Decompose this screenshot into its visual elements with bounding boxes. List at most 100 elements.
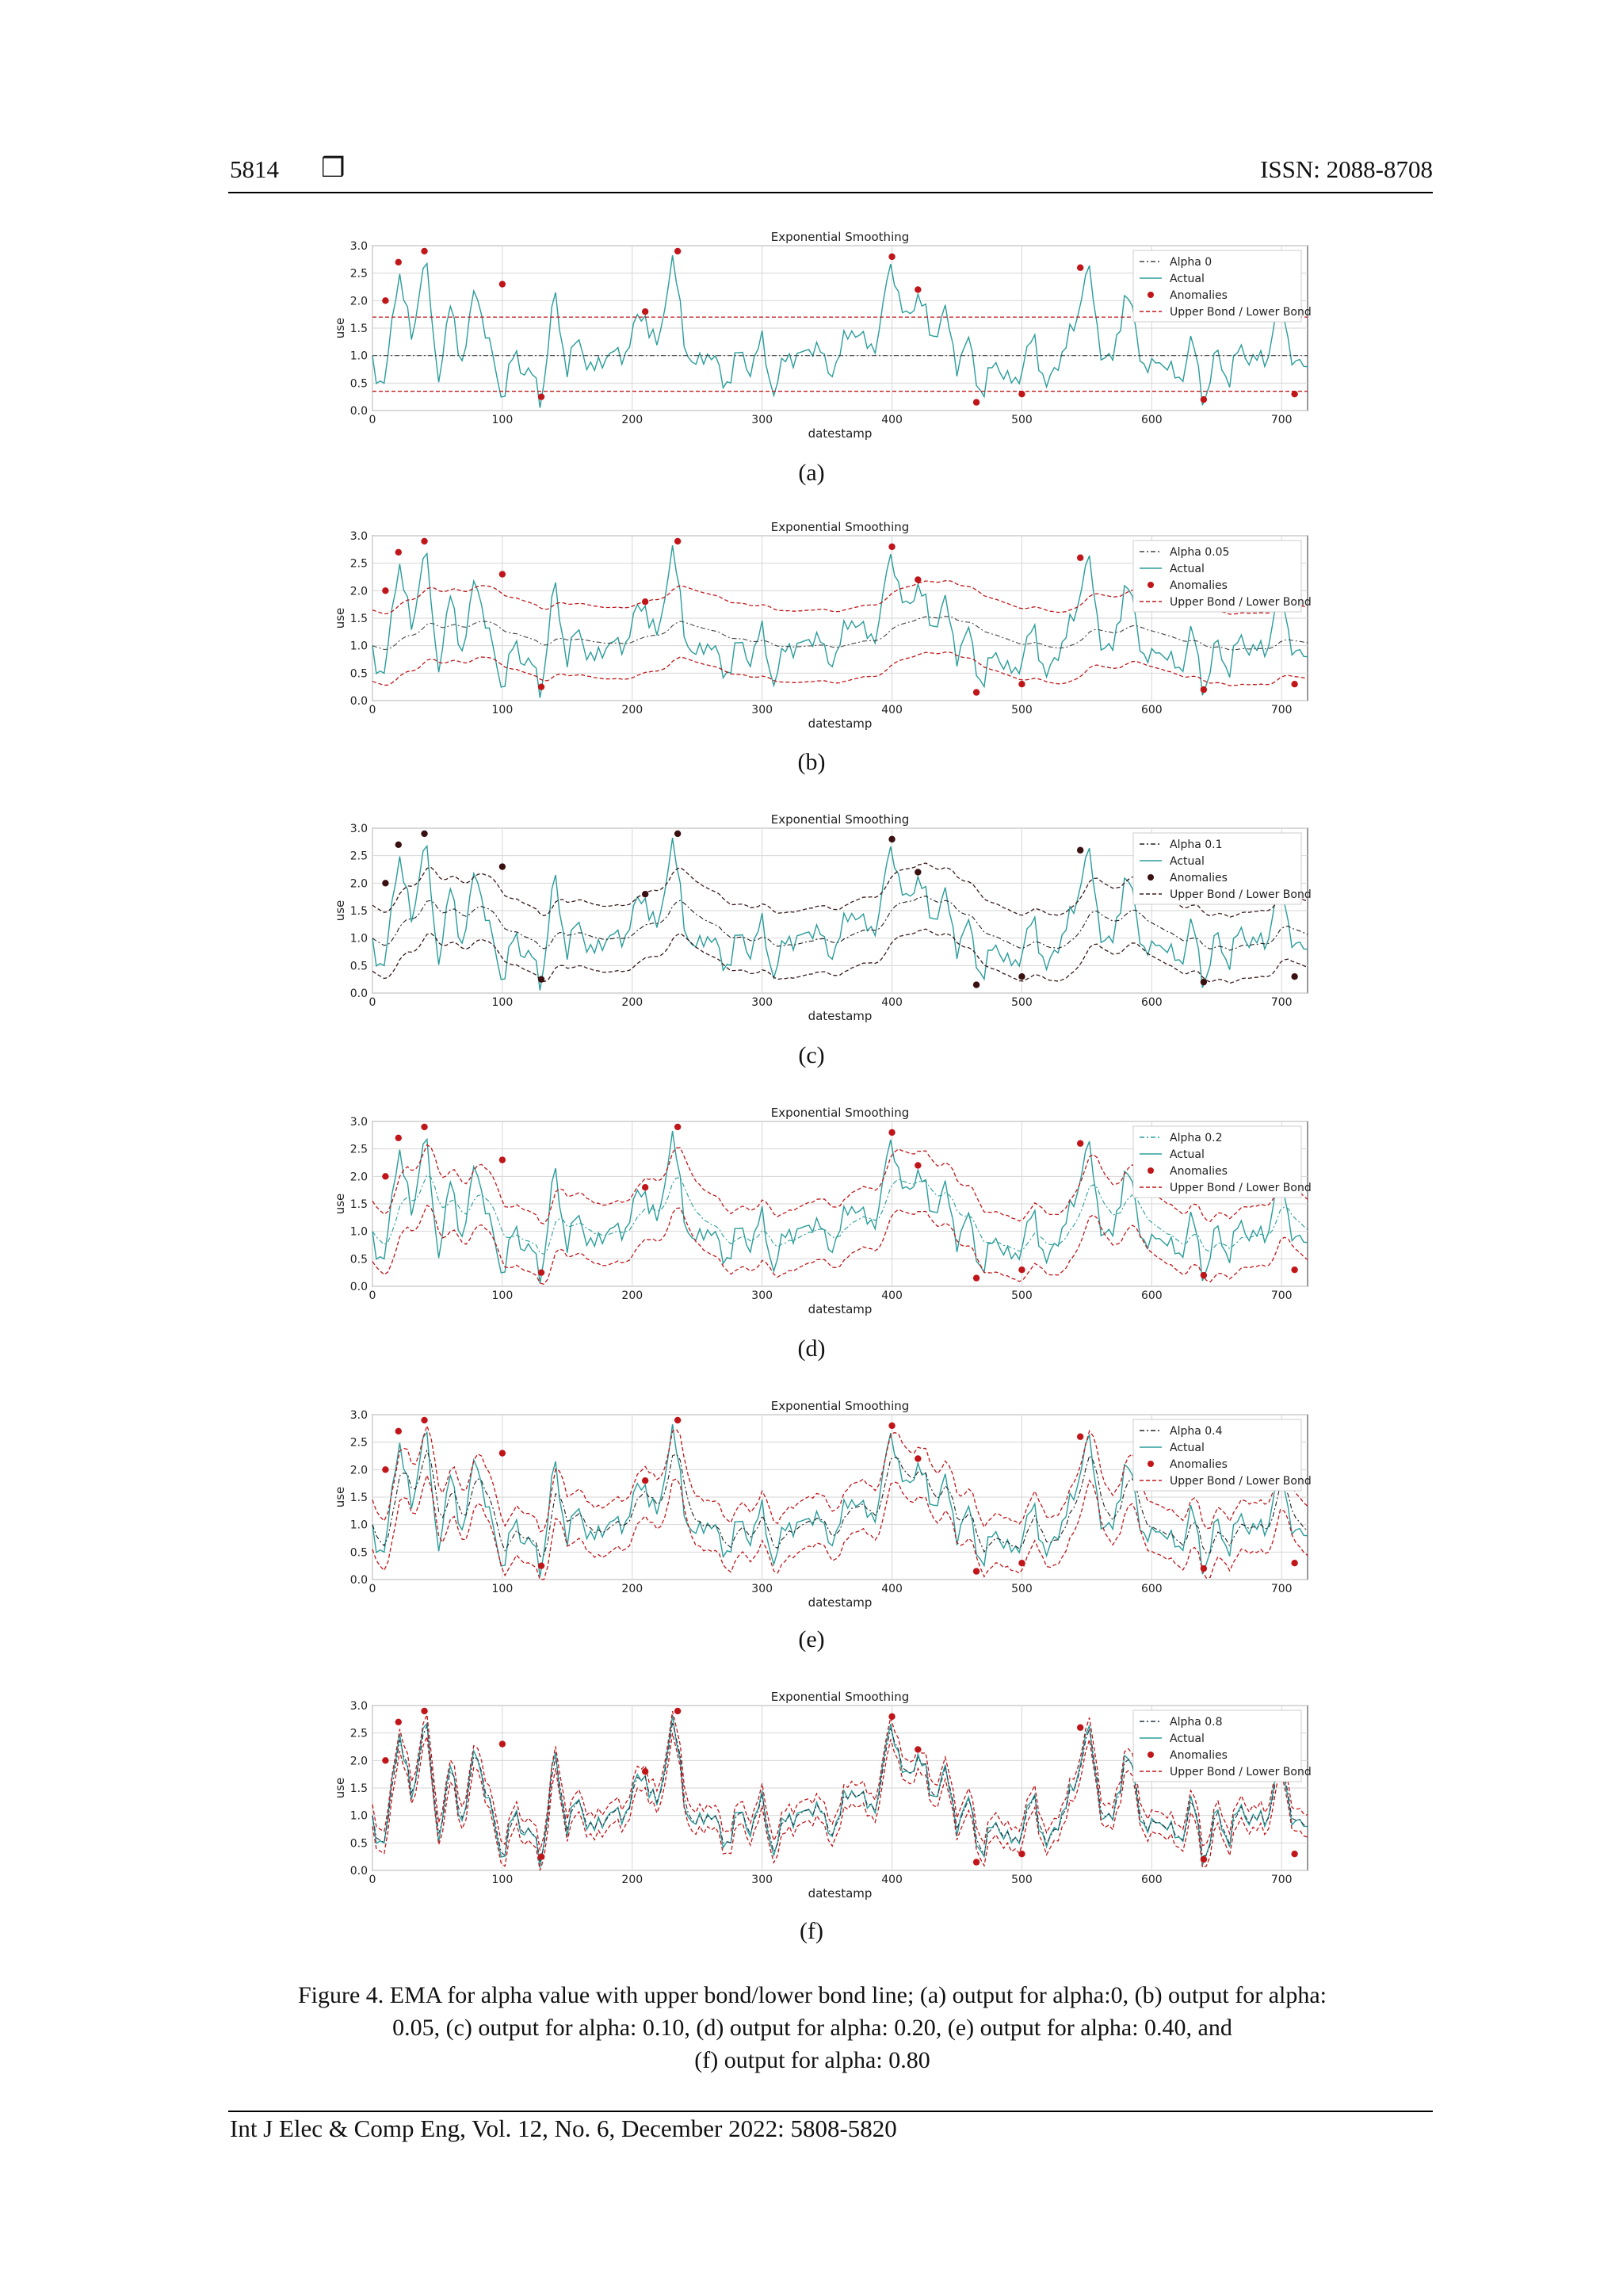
y-tick-label: 1.5 [350, 1782, 368, 1795]
anomaly-point [382, 880, 389, 887]
x-tick-label: 0 [369, 1583, 376, 1595]
anomaly-point [498, 1156, 506, 1163]
y-tick-label: 0.0 [350, 405, 368, 418]
caption-line-2: 0.05, (c) output for alpha: 0.10, (d) ou… [392, 2015, 1232, 2041]
chart-title: Exponential Smoothing [771, 230, 910, 244]
chart-panel: Exponential Smoothing 0 100 200 300 400 500 600… [333, 812, 1323, 1034]
legend-item-label: Anomalies [1170, 1458, 1228, 1471]
legend-item-label: Upper Bond / Lower Bond [1170, 1182, 1312, 1194]
legend-item-label: Actual [1170, 1733, 1205, 1745]
y-tick-label: 3.0 [350, 1409, 368, 1422]
alpha-series-line [372, 616, 1308, 651]
chart-svg: Exponential Smoothing 0 100 200 300 400 500 600… [333, 1399, 1312, 1610]
y-axis-label: use [333, 900, 347, 922]
panel-label: (e) [798, 1626, 825, 1652]
anomaly-point [888, 253, 896, 261]
anomaly-point [674, 1123, 682, 1131]
footer-rule [228, 2111, 1433, 2112]
chart-title: Exponential Smoothing [771, 1106, 910, 1120]
x-axis-label: datestamp [808, 1886, 873, 1901]
anomaly-point [1200, 1564, 1208, 1572]
y-tick-label: 1.0 [350, 640, 368, 653]
chart-title: Exponential Smoothing [771, 1690, 910, 1704]
y-tick-label: 3.0 [350, 1116, 368, 1129]
y-tick-label: 1.0 [350, 350, 368, 363]
anomaly-point [915, 286, 922, 293]
x-tick-label: 0 [369, 996, 376, 1009]
anomaly-point [915, 1162, 922, 1169]
anomaly-point [888, 543, 896, 551]
y-tick-label: 3.0 [350, 530, 368, 543]
x-tick-label: 200 [621, 414, 643, 426]
x-tick-label: 700 [1271, 996, 1293, 1009]
upper-bond-line [372, 1423, 1308, 1533]
x-tick-label: 400 [881, 704, 903, 716]
anomaly-point [674, 830, 682, 838]
legend-item-label: Anomalies [1170, 872, 1228, 884]
x-tick-label: 300 [751, 704, 773, 716]
anomaly-point [1200, 1271, 1208, 1279]
y-tick-label: 2.0 [350, 1755, 368, 1767]
x-tick-label: 100 [492, 414, 514, 426]
legend-item-label: Alpha 0 [1170, 256, 1212, 269]
chart-panel: Exponential Smoothing 0 100 200 300 400 500 600… [333, 230, 1323, 452]
legend-anomaly-marker [1148, 292, 1154, 298]
x-tick-label: 200 [621, 1289, 643, 1302]
y-tick-label: 1.0 [350, 1519, 368, 1532]
x-tick-label: 600 [1141, 1289, 1163, 1302]
x-tick-label: 600 [1141, 996, 1163, 1009]
anomaly-point [1018, 391, 1025, 398]
anomaly-point [972, 689, 980, 696]
anomaly-point [1200, 686, 1208, 693]
chart-svg: Exponential Smoothing 0 100 200 300 400 500 600… [333, 230, 1312, 441]
anomaly-point [915, 576, 922, 583]
anomaly-point [382, 1757, 389, 1764]
anomaly-point [382, 587, 389, 594]
y-tick-label: 0.5 [350, 1253, 368, 1266]
x-tick-label: 100 [492, 1874, 514, 1886]
y-tick-label: 1.5 [350, 1492, 368, 1504]
anomaly-point [888, 1713, 896, 1721]
x-tick-label: 0 [369, 704, 376, 716]
panel-label: (b) [797, 749, 826, 775]
panel-label: (a) [798, 460, 825, 486]
actual-series-line [372, 545, 1308, 698]
anomaly-point [1291, 1266, 1298, 1274]
y-tick-label: 2.0 [350, 1171, 368, 1183]
anomaly-point [972, 1274, 980, 1282]
legend-item-label: Actual [1170, 273, 1205, 285]
legend-item-label: Anomalies [1170, 1749, 1228, 1762]
anomaly-point [498, 1740, 506, 1748]
anomaly-point [674, 537, 682, 545]
anomaly-point [1018, 1851, 1025, 1858]
anomaly-point [498, 571, 506, 578]
x-tick-label: 400 [881, 1874, 903, 1886]
issn: ISSN: 2088-8708 [1260, 155, 1433, 183]
x-tick-label: 500 [1011, 414, 1033, 426]
chart-svg: Exponential Smoothing 0 100 200 300 400 500 600… [333, 1690, 1312, 1901]
anomaly-point [498, 863, 506, 870]
anomaly-point [1291, 973, 1298, 980]
anomaly-point [1200, 1855, 1208, 1863]
page-number: 5814 [230, 155, 279, 183]
x-axis-label: datestamp [808, 426, 873, 441]
legend-item-label: Alpha 0.1 [1170, 839, 1223, 851]
x-tick-label: 100 [492, 704, 514, 716]
header-rule [228, 192, 1433, 193]
chart-svg: Exponential Smoothing 0 100 200 300 400 500 600… [333, 520, 1312, 731]
anomaly-point [972, 399, 980, 406]
anomaly-point [641, 1184, 649, 1191]
anomaly-point [537, 1853, 545, 1860]
anomaly-point [674, 247, 682, 255]
x-axis-label: datestamp [808, 1595, 873, 1610]
x-tick-label: 200 [621, 1874, 643, 1886]
anomaly-point [382, 297, 389, 304]
y-tick-label: 0.0 [350, 695, 368, 708]
legend-item-label: Upper Bond / Lower Bond [1170, 888, 1312, 901]
legend-item-label: Actual [1170, 1442, 1205, 1454]
x-tick-label: 500 [1011, 1289, 1033, 1302]
legend-anomaly-marker [1148, 582, 1154, 588]
upper-bond-line [372, 862, 1308, 919]
anomaly-point [641, 598, 649, 606]
x-tick-label: 700 [1271, 1289, 1293, 1302]
